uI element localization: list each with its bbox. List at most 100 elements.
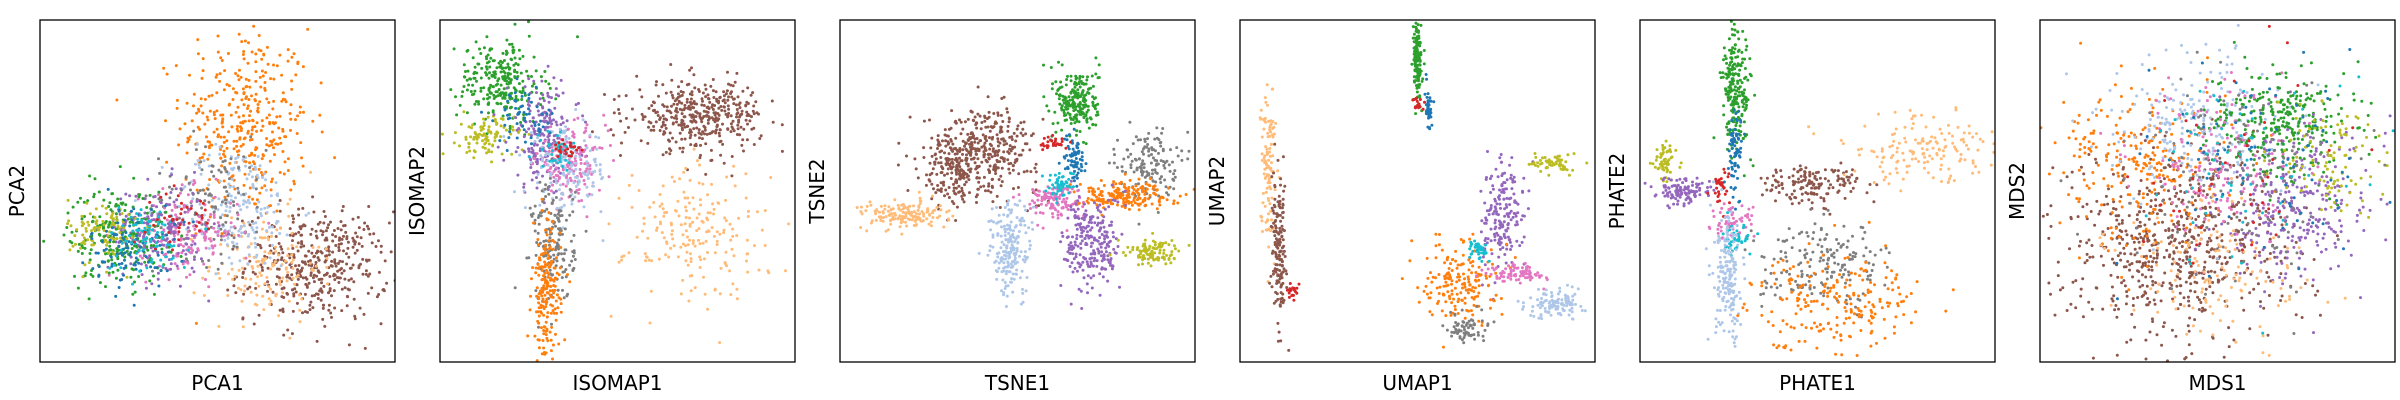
point [963,183,967,187]
point [195,250,198,254]
point [278,171,282,174]
point [321,306,325,310]
point [542,313,546,317]
point [544,268,548,272]
point [726,98,730,102]
point [784,269,787,273]
point [960,194,964,198]
point [510,91,513,95]
point [144,255,148,259]
point [268,122,272,126]
point [225,83,229,86]
point [170,167,174,171]
point [467,142,471,146]
point [83,246,87,250]
point [508,106,512,110]
point [249,242,253,246]
point [960,175,964,179]
point [883,204,887,208]
point [569,154,573,158]
point [132,240,136,244]
point [359,262,362,266]
point [594,163,598,167]
point [327,308,331,312]
point [893,211,897,215]
point [186,248,190,252]
point [689,252,692,256]
point [987,184,991,188]
point [554,299,558,303]
point [966,164,970,168]
point [261,124,265,128]
point [564,144,568,148]
point [333,261,337,265]
point [579,161,583,165]
point [351,236,355,240]
point [158,210,162,214]
point [272,99,276,103]
point [771,120,775,124]
point [196,52,200,56]
point [541,164,545,168]
point [573,258,577,261]
point [91,267,95,271]
point [561,91,565,95]
point [547,100,551,104]
point [535,359,539,362]
point [546,262,550,266]
point [183,185,187,189]
point [135,245,139,249]
point [1081,103,1085,107]
point [910,211,914,215]
point [488,71,491,75]
point [711,202,715,206]
point [342,269,346,273]
point [241,202,245,206]
point [292,294,296,298]
point [340,309,344,313]
point [226,236,230,240]
point [95,219,99,223]
point [356,215,360,219]
point [171,256,175,260]
point [598,169,602,173]
point [139,262,143,266]
point [561,226,565,230]
point [931,194,934,198]
scatter-points [42,24,395,350]
point [94,251,98,255]
point [338,276,342,280]
point [485,35,489,39]
point [747,209,750,213]
point [288,227,292,231]
point [172,184,176,188]
point [345,237,349,241]
point [583,162,587,166]
point [556,174,560,178]
point [987,156,991,160]
point [555,134,559,138]
point [547,192,551,196]
point [290,231,294,235]
point [269,194,273,198]
point [294,118,297,122]
point [954,186,958,190]
point [171,248,174,252]
point [963,144,966,148]
point [585,123,589,127]
point [530,75,533,78]
point [617,260,621,264]
point [685,100,689,104]
point [530,277,533,281]
point [652,125,656,128]
point [541,304,545,308]
point [559,183,562,187]
point [242,199,246,203]
point [703,126,707,130]
point [282,296,286,299]
point [506,99,510,103]
point [173,222,177,226]
point [144,286,148,290]
point [374,245,378,248]
point [254,167,258,171]
